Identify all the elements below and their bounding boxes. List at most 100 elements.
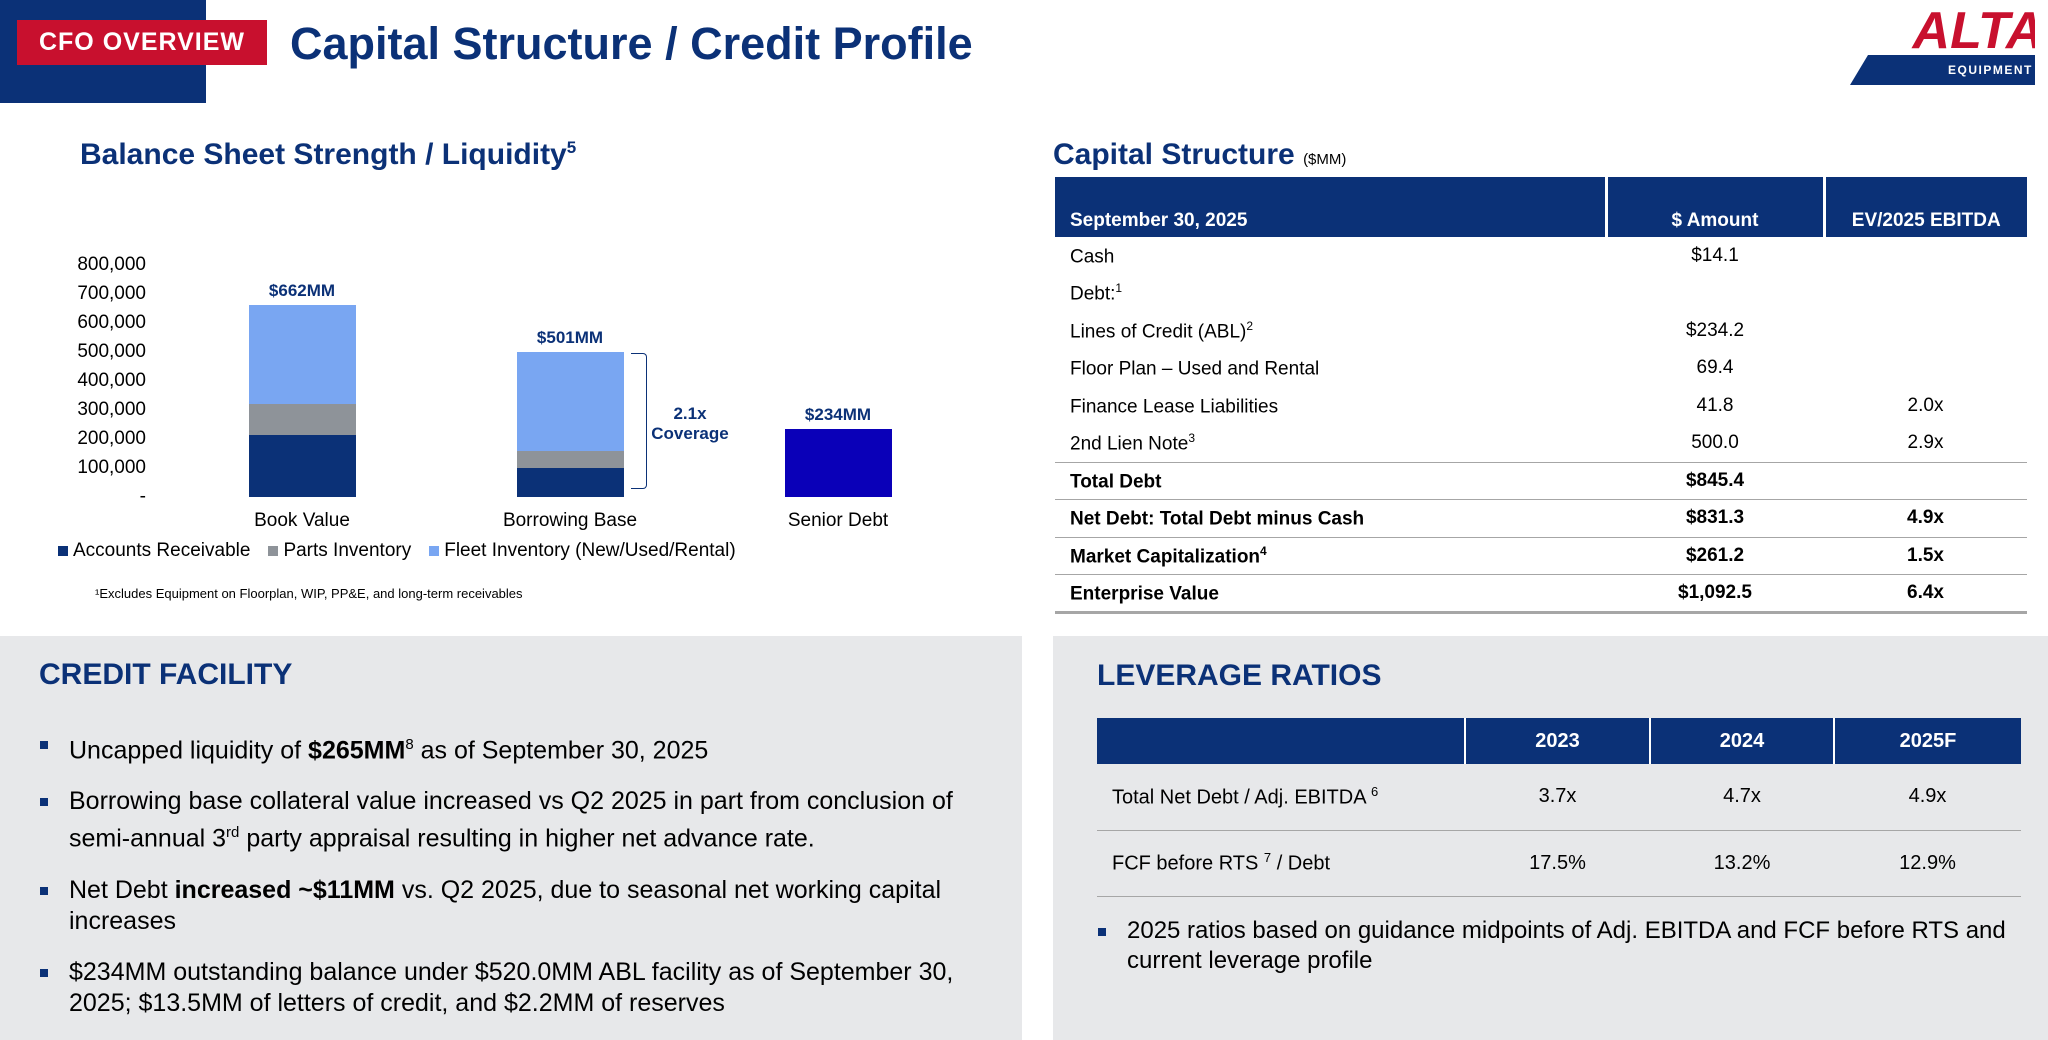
row-multiple: 6.4x	[1824, 574, 2027, 614]
bar-data-label: $662MM	[268, 281, 336, 301]
year-2024: 2024	[1650, 718, 1835, 764]
row-multiple	[1824, 237, 2027, 275]
x-category-label: Senior Debt	[787, 510, 889, 531]
balance-sheet-title: Balance Sheet Strength / Liquidity5	[80, 138, 577, 171]
ratio-value: 4.7x	[1650, 764, 1834, 831]
leverage-table: 2023 2024 2025F Total Net Debt / Adj. EB…	[1097, 718, 2021, 897]
table-row: Enterprise Value $1,092.5 6.4x	[1055, 574, 2027, 614]
bullet-liquidity: Uncapped liquidity of $265MM8 as of Sept…	[39, 729, 1004, 766]
row-multiple	[1824, 312, 2027, 350]
bullet-net-debt: Net Debt increased ~$11MM vs. Q2 2025, d…	[39, 875, 1004, 937]
y-tick-label: 700,000	[77, 283, 146, 304]
ratio-value: 3.7x	[1465, 764, 1650, 831]
row-multiple: 1.5x	[1824, 536, 2027, 575]
bar-segment	[784, 429, 892, 497]
section-badge: CFO OVERVIEW	[17, 20, 267, 65]
row-amount: $261.2	[1606, 536, 1824, 575]
row-label: Net Debt: Total Debt minus Cash	[1055, 499, 1606, 537]
year-2023: 2023	[1465, 718, 1651, 764]
legend-item: Fleet Inventory (New/Used/Rental)	[429, 540, 736, 562]
table-row: FCF before RTS 7 / Debt 17.5% 13.2% 12.9…	[1097, 830, 2021, 897]
row-amount: $845.4	[1606, 461, 1824, 500]
legend-swatch	[58, 546, 68, 556]
row-amount: 41.8	[1696, 394, 1734, 416]
bar-segment	[516, 468, 624, 497]
header-multiple: EV/2025 EBITDA	[1824, 177, 2027, 237]
ratio-value: 17.5%	[1465, 830, 1650, 897]
bullet-leverage-note: 2025 ratios based on guidance midpoints …	[1097, 916, 2017, 976]
bar-data-label: $234MM	[804, 405, 872, 425]
liquidity-chart: 800,000 700,000 600,000 500,000 400,000 300,0…	[60, 240, 960, 600]
ratio-value: 4.9x	[1834, 764, 2021, 831]
row-amount	[1606, 275, 1824, 313]
page-title: Capital Structure / Credit Profile	[290, 18, 973, 69]
ratio-label: FCF before RTS 7 / Debt	[1097, 830, 1465, 897]
credit-facility-panel	[0, 636, 1022, 1040]
header-amount: $ Amount	[1606, 177, 1826, 237]
y-tick-label: 100,000	[77, 457, 146, 478]
y-tick-label: 300,000	[77, 399, 146, 420]
table-row: Floor Plan – Used and Rental 69.4	[1055, 350, 2027, 388]
row-label: Enterprise Value	[1055, 574, 1606, 614]
x-category-label: Borrowing Base	[502, 510, 638, 531]
row-label: Cash	[1070, 245, 1115, 267]
row-multiple	[1824, 461, 2027, 500]
logo-subtitle: EQUIPMENT GROUP	[1948, 63, 2035, 77]
table-row: Cash $14.1	[1055, 237, 2027, 275]
y-tick-label: 400,000	[77, 370, 146, 391]
table-row: Finance Lease Liabilities 41.8 2.0x	[1055, 387, 2027, 425]
row-label: Floor Plan – Used and Rental	[1070, 358, 1320, 380]
chart-legend: Accounts Receivable Parts Inventory Fleet …	[58, 540, 736, 562]
table-row: Total Net Debt / Adj. EBITDA 6 3.7x 4.7x…	[1097, 764, 2021, 831]
logo-wordmark: ALTA	[1911, 2, 2035, 60]
ratio-label: Total Net Debt / Adj. EBITDA 6	[1097, 764, 1465, 831]
bar-segment	[248, 434, 356, 497]
row-multiple: 2.9x	[1907, 432, 1944, 453]
row-label: Debt:1	[1070, 281, 1123, 305]
table-row: Debt:1	[1055, 275, 2027, 313]
bar-segment	[516, 351, 624, 451]
table-row: Net Debt: Total Debt minus Cash $831.3 4.9…	[1055, 499, 2027, 537]
row-label: Finance Lease Liabilities	[1070, 395, 1279, 417]
capital-structure-table: September 30, 2025 $ Amount EV/2025 EBIT…	[1055, 177, 2027, 614]
legend-swatch	[268, 546, 279, 556]
legend-item: Parts Inventory	[268, 540, 411, 562]
table-row: Market Capitalization4 $261.2 1.5x	[1055, 536, 2027, 575]
table-row: Total Debt $845.4	[1055, 461, 2027, 500]
x-category-label: Book Value	[254, 510, 350, 531]
bar-segment	[516, 450, 624, 468]
row-amount: $234.2	[1685, 319, 1745, 341]
y-tick-label: 800,000	[77, 254, 146, 275]
capital-structure-title: Capital Structure ($MM)	[1053, 138, 1347, 171]
legend-item: Accounts Receivable	[58, 540, 250, 562]
ratio-value: 13.2%	[1650, 830, 1834, 897]
bullet-abl-balance: $234MM outstanding balance under $520.0M…	[39, 957, 1004, 1019]
row-label: 2nd Lien Note3	[1070, 430, 1196, 455]
row-multiple	[1824, 275, 2027, 313]
y-tick-label: 500,000	[77, 341, 146, 362]
row-multiple: 4.9x	[1824, 499, 2027, 537]
row-multiple: 2.0x	[1907, 394, 1944, 416]
legend-swatch	[429, 546, 440, 556]
leverage-title: LEVERAGE RATIOS	[1097, 659, 1382, 692]
bullet-borrowing-base: Borrowing base collateral value increase…	[39, 786, 1004, 854]
row-amount: $1,092.5	[1606, 574, 1824, 614]
coverage-bracket	[631, 353, 647, 489]
row-multiple	[1824, 350, 2027, 388]
year-2025f: 2025F	[1834, 718, 2021, 764]
ratio-value: 12.9%	[1834, 830, 2021, 897]
bar-segment	[248, 305, 356, 405]
bar-data-label: $501MM	[536, 327, 604, 347]
row-label: Total Debt	[1055, 461, 1606, 500]
y-tick-label: -	[139, 486, 146, 507]
row-amount: 69.4	[1696, 357, 1734, 379]
credit-facility-bullets: Uncapped liquidity of $265MM8 as of Sept…	[39, 729, 1004, 1039]
credit-facility-title: CREDIT FACILITY	[39, 658, 293, 691]
row-label: Market Capitalization4	[1055, 536, 1606, 575]
bar-segment	[248, 404, 356, 435]
table-row: Lines of Credit (ABL)2 $234.2	[1055, 312, 2027, 350]
row-amount: $14.1	[1691, 244, 1739, 266]
table-row: 2nd Lien Note3 500.0 2.9x	[1055, 425, 2027, 463]
coverage-label: 2.1x Coverage	[651, 404, 729, 443]
row-amount: 500.0	[1691, 432, 1739, 453]
